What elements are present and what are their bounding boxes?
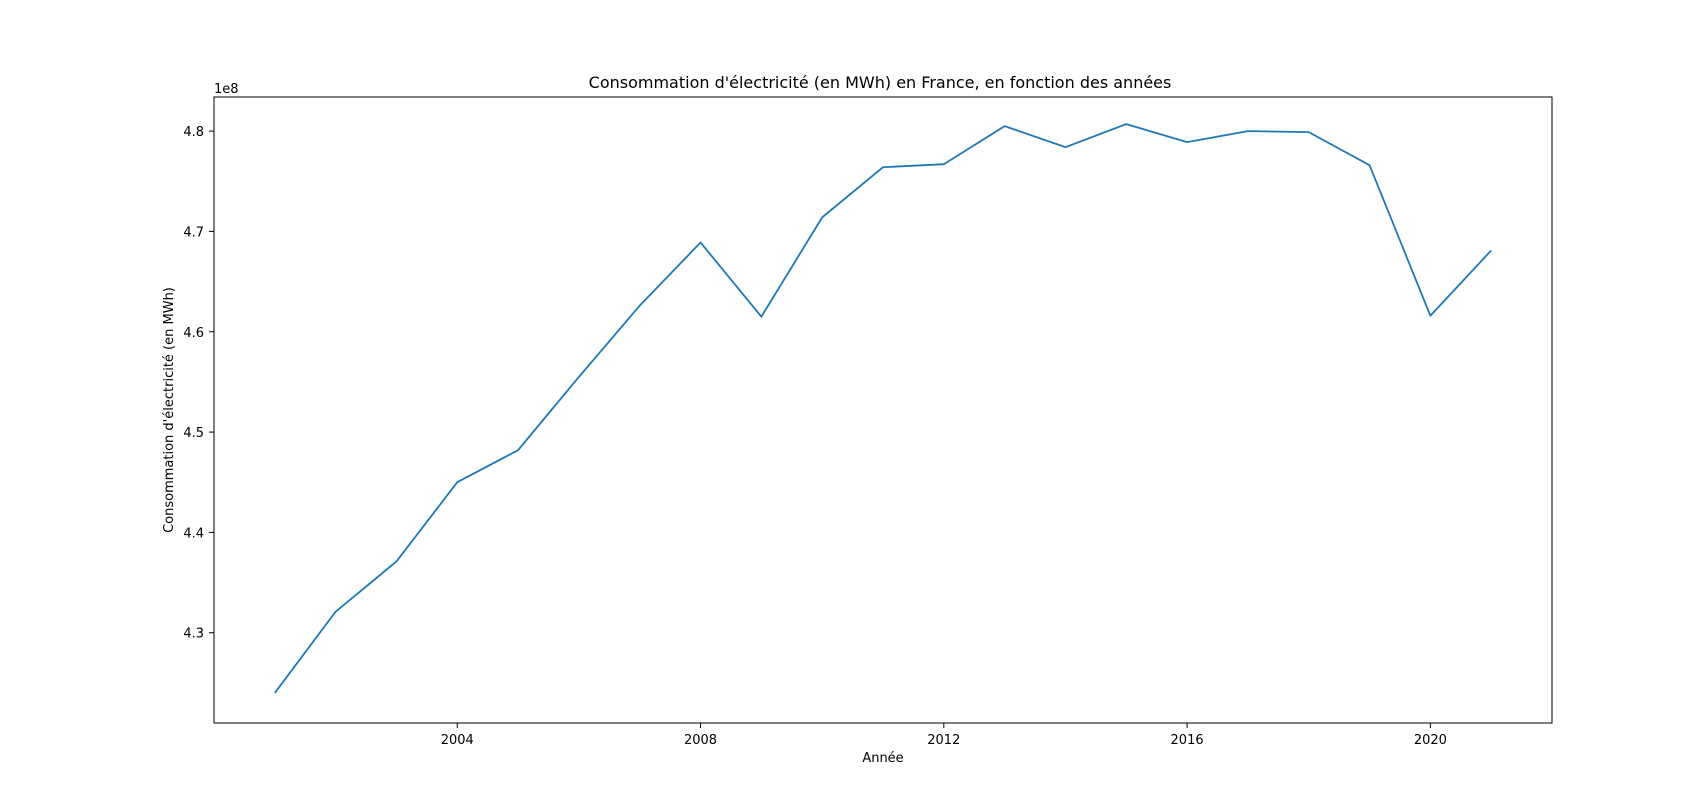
x-axis: 2004 2008 2012 2016 2020: [441, 723, 1447, 748]
y-tick-label: 4.8: [183, 125, 204, 140]
chart-title: Consommation d'électricité (en MWh) en F…: [589, 73, 1172, 92]
y-axis: 4.3 4.4 4.5 4.6 4.7 4.8: [183, 125, 214, 642]
x-tick-label: 2016: [1171, 733, 1204, 748]
y-tick-label: 4.4: [183, 526, 204, 541]
x-tick-label: 2020: [1414, 733, 1447, 748]
plot-frame: [213, 96, 1553, 724]
y-tick-label: 4.5: [183, 426, 204, 441]
x-axis-label: Année: [862, 751, 903, 766]
plot-area: [213, 96, 1553, 724]
x-tick-label: 2008: [684, 733, 717, 748]
series-line: [274, 123, 1492, 694]
x-tick-label: 2012: [927, 733, 960, 748]
y-offset-label: 1e8: [214, 82, 239, 97]
y-tick-label: 4.6: [183, 326, 204, 341]
y-axis-label: Consommation d'électricité (en MWh): [162, 287, 177, 533]
series-layer: [274, 123, 1492, 694]
x-tick-label: 2004: [441, 733, 474, 748]
y-tick-label: 4.3: [183, 627, 204, 642]
y-tick-label: 4.7: [183, 225, 204, 240]
